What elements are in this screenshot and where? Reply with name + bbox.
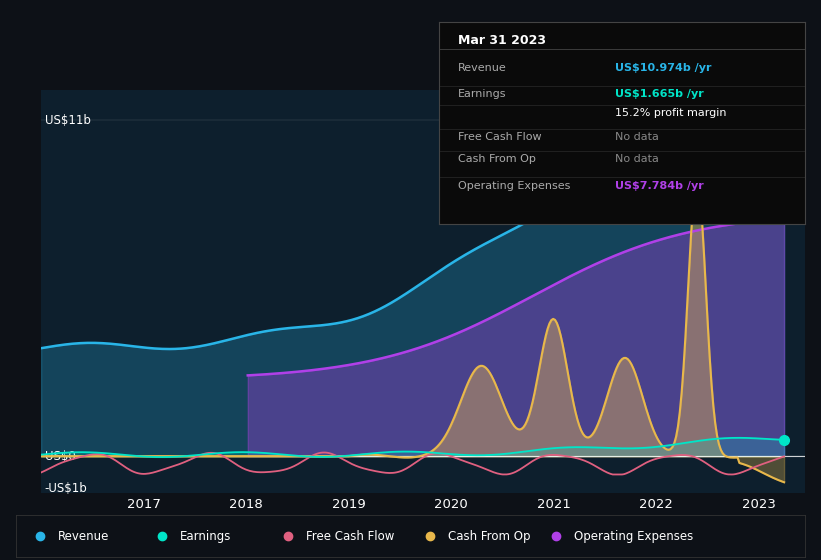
Text: Free Cash Flow: Free Cash Flow [457, 132, 541, 142]
Text: Earnings: Earnings [180, 530, 231, 543]
Text: Cash From Op: Cash From Op [447, 530, 530, 543]
Text: Free Cash Flow: Free Cash Flow [305, 530, 394, 543]
Text: -US$1b: -US$1b [45, 482, 88, 494]
Text: Operating Expenses: Operating Expenses [574, 530, 693, 543]
Text: Cash From Op: Cash From Op [457, 155, 535, 165]
Text: Earnings: Earnings [457, 89, 506, 99]
Text: US$7.784b /yr: US$7.784b /yr [615, 181, 704, 190]
Text: Mar 31 2023: Mar 31 2023 [457, 35, 545, 48]
Text: US$1.665b /yr: US$1.665b /yr [615, 89, 704, 99]
Text: US$10.974b /yr: US$10.974b /yr [615, 63, 711, 73]
Text: US$0: US$0 [45, 450, 76, 463]
Text: No data: No data [615, 132, 658, 142]
Text: Revenue: Revenue [57, 530, 108, 543]
Text: 15.2% profit margin: 15.2% profit margin [615, 108, 726, 118]
Text: Revenue: Revenue [457, 63, 507, 73]
Text: No data: No data [615, 155, 658, 165]
Text: Operating Expenses: Operating Expenses [457, 181, 570, 190]
Text: US$11b: US$11b [45, 114, 91, 127]
